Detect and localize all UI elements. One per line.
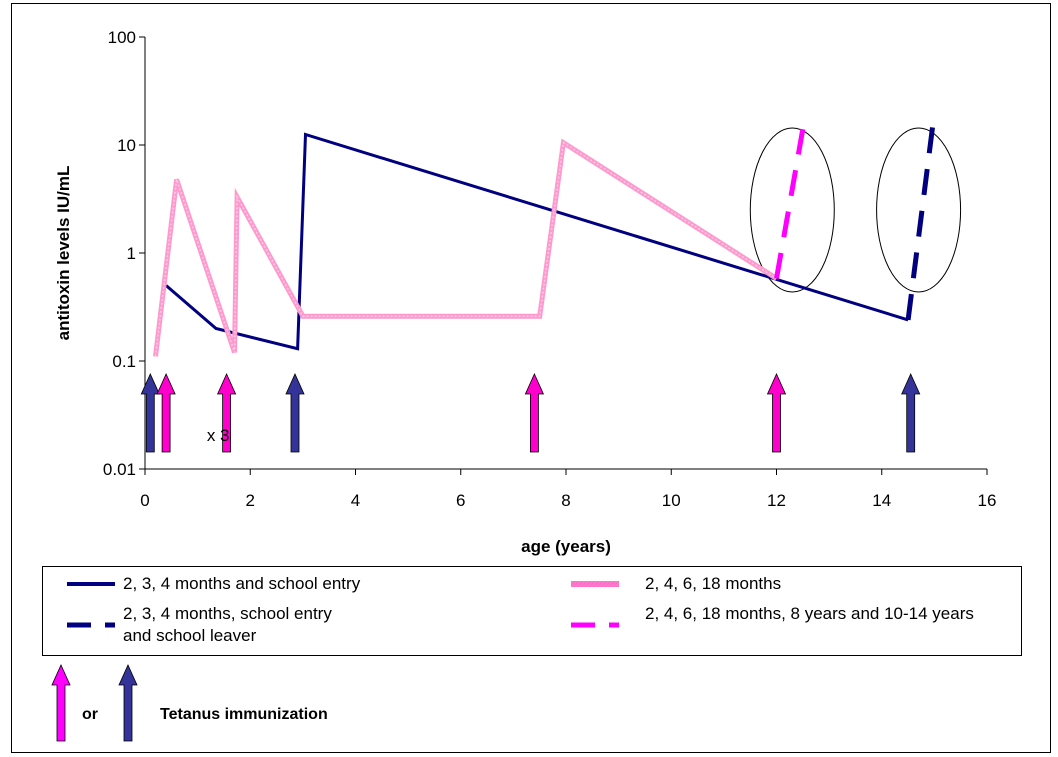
axes-layer (139, 36, 988, 475)
legend-swatch-navy-solid (67, 582, 115, 586)
legend-label-4: 2, 4, 6, 18 months, 8 years and 10-14 ye… (645, 604, 974, 623)
immunization-arrow (156, 373, 176, 453)
legend-item-4: 2, 4, 6, 18 months, 8 years and 10-14 ye… (561, 603, 1011, 653)
series-layer (153, 112, 937, 357)
x-tick-label: 10 (662, 491, 681, 510)
chart-frame (11, 3, 1051, 753)
footer-navy-arrow (118, 664, 138, 742)
x-tick-label: 14 (872, 491, 891, 510)
legend: 2, 3, 4 months and school entry 2, 4, 6,… (42, 566, 1022, 656)
legend-label-1: 2, 3, 4 months and school entry (123, 574, 361, 593)
x-tick-label: 4 (351, 491, 360, 510)
legend-swatch-pink-solid (571, 581, 619, 587)
series-line-navy (165, 132, 909, 351)
series-line-dashed-2 (905, 112, 937, 321)
immunization-arrow (766, 373, 787, 453)
footer-tetanus-label: Tetanus immunization (160, 706, 328, 723)
x-axis-label: age (years) (521, 537, 611, 556)
x-tick-label: 2 (246, 491, 255, 510)
x-tick-label: 0 (140, 491, 149, 510)
x-tick-label: 12 (767, 491, 786, 510)
y-tick-label: 0.01 (103, 460, 136, 479)
y-tick-label: 10 (117, 136, 136, 155)
immunization-arrow (216, 373, 237, 453)
x-tick-label: 16 (978, 491, 997, 510)
x-tick-label: 6 (456, 491, 465, 510)
highlight-circles (749, 127, 962, 293)
footer-or-label: or (82, 706, 98, 723)
x-tick-label: 8 (561, 491, 570, 510)
legend-label-3: 2, 3, 4 months, school entry and school … (123, 604, 332, 645)
y-axis-label: antitoxin levels IU/mL (54, 166, 73, 341)
highlight-ellipse (749, 127, 835, 293)
legend-swatch-navy-dashed (67, 622, 115, 628)
immunization-arrow (901, 373, 921, 453)
series-line-dashed-3 (774, 128, 806, 279)
series-line-pink-hatch (154, 141, 777, 357)
y-tick-label: 1 (127, 244, 136, 263)
immunization-arrow (285, 373, 305, 453)
y-tick-label: 100 (108, 28, 136, 47)
immunization-arrow (140, 373, 160, 453)
legend-item-2: 2, 4, 6, 18 months (561, 573, 1011, 595)
legend-item-1: 2, 3, 4 months and school entry (43, 573, 523, 595)
footer-magenta-arrow (51, 664, 71, 742)
highlight-ellipse (876, 127, 962, 293)
labels-layer: 0 2 4 6 8 10 12 14 16 0.01 0.1 1 10 100 age (years) ant… (54, 28, 996, 556)
legend-label-2: 2, 4, 6, 18 months (645, 574, 782, 593)
y-tick-label: 0.1 (112, 352, 136, 371)
legend-item-3: 2, 3, 4 months, school entry and school … (43, 603, 523, 653)
immunization-arrow (524, 373, 545, 453)
immunization-arrows (140, 373, 921, 453)
annotation-x3: x 3 (207, 426, 230, 445)
legend-swatch-magenta-dashed (571, 622, 619, 628)
